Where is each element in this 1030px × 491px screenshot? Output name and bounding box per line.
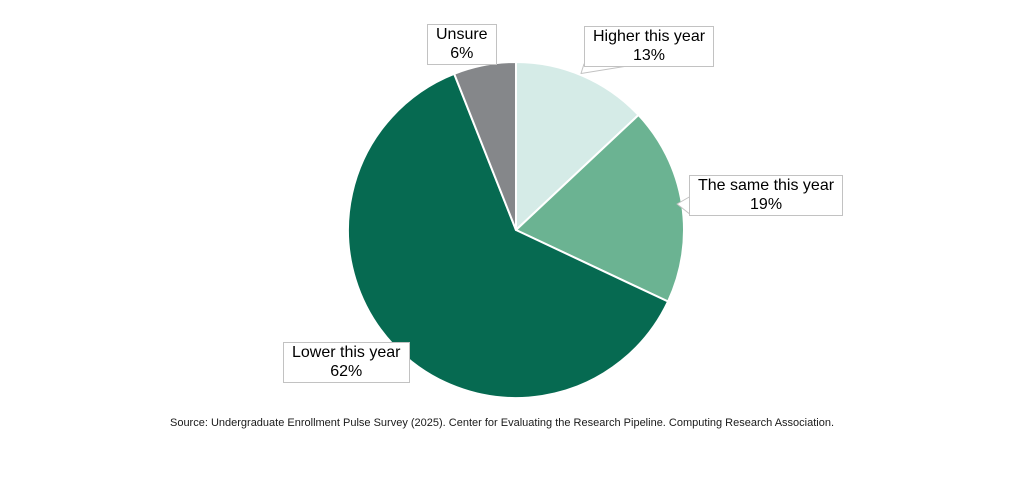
callout-higher-this-year: Higher this year 13% <box>584 26 715 67</box>
pie-slice-higher-this-year <box>515 61 640 231</box>
callout-lower-label: Lower this year <box>292 344 401 361</box>
callout-same-value: 19% <box>750 195 783 213</box>
callout-lower-value: 62% <box>330 362 363 380</box>
callout-unsure-value: 6% <box>450 44 474 62</box>
source-note: Source: Undergraduate Enrollment Pulse S… <box>169 417 835 429</box>
callout-higher-value: 13% <box>633 46 666 64</box>
callout-unsure-label: Unsure <box>436 26 488 43</box>
callout-higher-label: Higher this year <box>593 28 706 45</box>
callout-lower-this-year: Lower this year 62% <box>283 342 410 383</box>
callout-same-label: The same this year <box>698 177 835 194</box>
callout-same-this-year: The same this year 19% <box>689 175 844 216</box>
callout-unsure: Unsure 6% <box>427 24 497 65</box>
